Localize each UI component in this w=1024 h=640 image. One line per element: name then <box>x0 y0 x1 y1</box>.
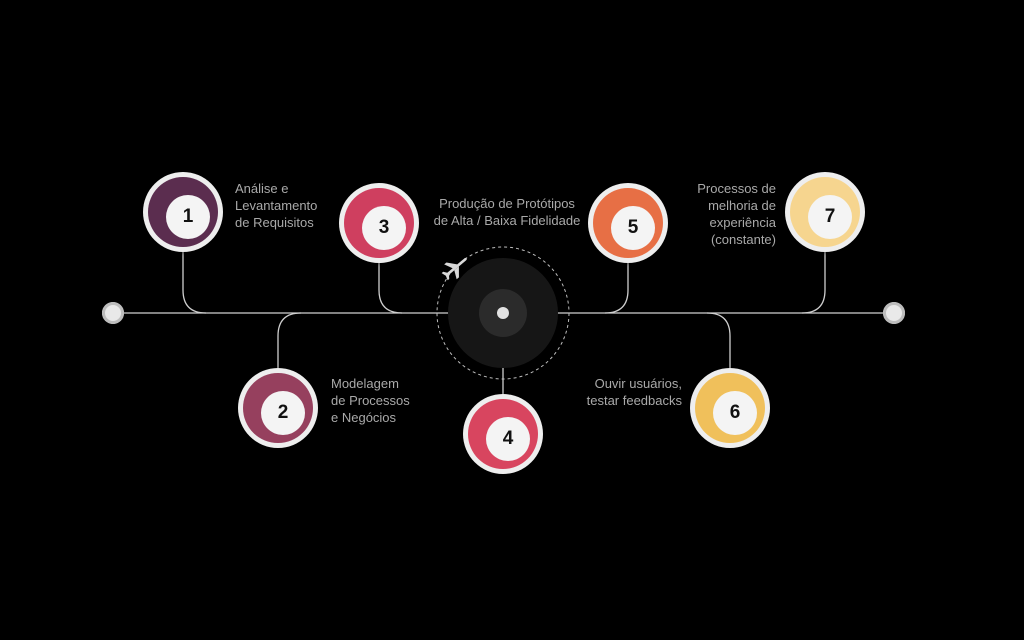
step-3-node: 3 <box>339 183 419 263</box>
step-1-node: 1 <box>143 172 223 252</box>
step-1-ring: 1 <box>148 177 218 247</box>
step-5-number: 5 <box>611 206 655 250</box>
step-6-ring: 6 <box>695 373 765 443</box>
step-6-number: 6 <box>713 391 757 435</box>
step-1-number: 1 <box>166 195 210 239</box>
step-7-label: Processos de melhoria de experiência (co… <box>697 181 776 247</box>
connector-3 <box>378 262 403 314</box>
step-7-number: 7 <box>808 195 852 239</box>
step-2-node: 2 <box>238 368 318 448</box>
step-4-node: 4 <box>463 394 543 474</box>
hub-center-dot <box>497 307 509 319</box>
step-5-node: 5 <box>588 183 668 263</box>
step-4-ring: 4 <box>468 399 538 469</box>
step-2-ring: 2 <box>243 373 313 443</box>
connector-6 <box>706 312 731 368</box>
step-6-node: 6 <box>690 368 770 448</box>
step-3-label: Produção de Protótipos de Alta / Baixa F… <box>433 196 581 228</box>
step-2-number: 2 <box>261 391 305 435</box>
connector-7 <box>801 252 826 314</box>
axis-end-cap <box>883 302 905 324</box>
step-1-label: Análise e Levantamento de Requisitos <box>235 181 318 230</box>
step-5-ring: 5 <box>593 188 663 258</box>
step-4-number: 4 <box>486 417 530 461</box>
connector-1 <box>182 252 207 314</box>
step-3-number: 3 <box>362 206 406 250</box>
airplane-icon <box>441 257 467 281</box>
step-6-label: Ouvir usuários, testar feedbacks <box>586 376 682 408</box>
connector-5 <box>604 262 629 314</box>
step-7-ring: 7 <box>790 177 860 247</box>
hub-dashed-ring <box>436 246 570 380</box>
step-3-ring: 3 <box>344 188 414 258</box>
step-2-label: Modelagem de Processos e Negócios <box>331 376 410 425</box>
axis-start-cap <box>102 302 124 324</box>
step-7-node: 7 <box>785 172 865 252</box>
connector-2 <box>277 312 302 368</box>
